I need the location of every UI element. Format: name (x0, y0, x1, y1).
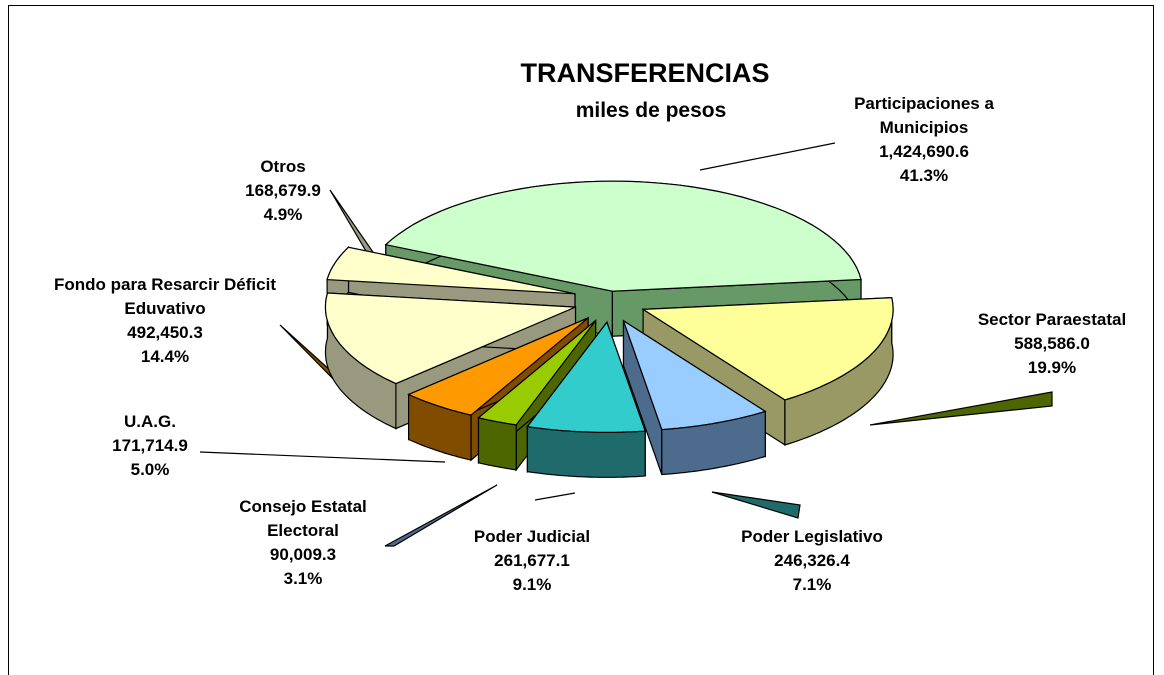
leader-line (534, 492, 576, 501)
slice (477, 320, 597, 426)
percent-label: 4.9% (263, 205, 303, 224)
slice (326, 246, 576, 295)
leader-line (199, 451, 446, 463)
slice (384, 180, 862, 292)
value-label: 588,586.0 (1014, 334, 1090, 353)
slice-label: Fondo para Resarcir Déficit Eduvativo 492… (45, 273, 285, 369)
slice-label: Sector Paraestatal 588,586.0 19.9% (952, 308, 1152, 380)
value-label: 246,326.4 (774, 551, 850, 570)
percent-label: 41.3% (899, 166, 949, 185)
value-label: 492,450.3 (127, 323, 203, 342)
slice-side (477, 417, 517, 471)
category: Consejo Estatal Electoral (239, 497, 367, 540)
percent-label: 5.0% (130, 460, 170, 479)
value-label: 1,424,690.6 (879, 142, 969, 161)
slice (526, 321, 647, 433)
slice (622, 319, 767, 431)
category: Poder Legislativo (741, 527, 883, 546)
leader-line (869, 391, 1053, 426)
percent-label: 19.9% (1027, 358, 1077, 377)
category: Sector Paraestatal (977, 310, 1127, 329)
value-label: 261,677.1 (494, 551, 570, 570)
slice-label: Poder Legislativo 246,326.4 7.1% (702, 525, 922, 597)
leader-line (384, 484, 498, 547)
slice (641, 297, 894, 401)
value-label: 90,009.3 (269, 545, 337, 564)
percent-label: 7.1% (792, 575, 832, 594)
percent-label: 14.4% (140, 347, 190, 366)
slice-label: Poder Judicial 261,677.1 9.1% (432, 525, 632, 597)
slice-label: Consejo Estatal Electoral 90,009.3 3.1% (223, 495, 383, 591)
leader-line (699, 142, 836, 171)
percent-label: 3.1% (283, 569, 323, 588)
value-label: 171,714.9 (112, 436, 188, 455)
percent-label: 9.1% (512, 575, 552, 594)
category: U.A.G. (124, 412, 176, 431)
slice (324, 292, 576, 385)
leader-lines (199, 142, 1053, 547)
category: Otros (260, 157, 306, 176)
slice-side (526, 425, 646, 478)
leader-line (711, 491, 801, 519)
chart-subtitle: miles de pesos (575, 99, 727, 122)
category: Participaciones a Municipios (854, 94, 994, 137)
slice-label: Participaciones a Municipios 1,424,690.6 4… (824, 92, 1024, 188)
chart-frame (8, 5, 1154, 675)
value-label: 168,679.9 (245, 181, 321, 200)
slice-label: Otros 168,679.9 4.9% (213, 155, 353, 227)
chart-title: TRANSFERENCIAS (520, 58, 770, 88)
slice-label: U.A.G. 171,714.9 5.0% (80, 410, 220, 482)
category: Fondo para Resarcir Déficit Eduvativo (53, 275, 276, 318)
slice (407, 317, 589, 416)
category: Poder Judicial (473, 527, 591, 546)
